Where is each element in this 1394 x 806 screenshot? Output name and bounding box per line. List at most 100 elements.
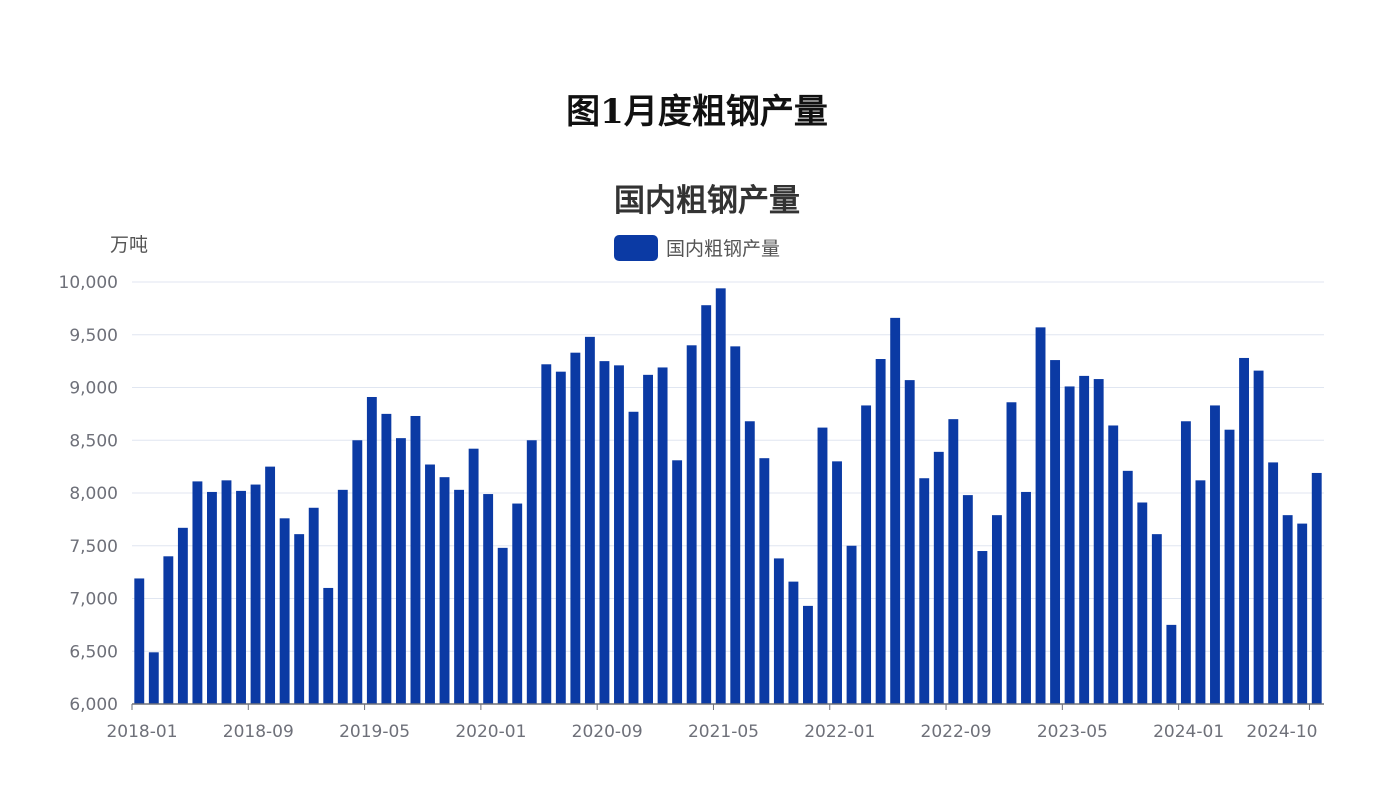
x-tick-label: 2021-05 [688, 722, 759, 742]
bar-2021-12[interactable] [817, 427, 828, 704]
bar-2018-12[interactable] [294, 534, 305, 704]
bar-2019-12[interactable] [468, 448, 479, 704]
x-tick-label: 2024-01 [1153, 722, 1224, 742]
bar-2022-11[interactable] [977, 551, 988, 704]
bar-2019-07[interactable] [395, 438, 406, 704]
bar-2024-06[interactable] [1253, 370, 1264, 704]
bar-2020-10[interactable] [614, 365, 624, 704]
x-tick-label: 2023-05 [1037, 722, 1108, 742]
bar-2019-03[interactable] [337, 489, 348, 704]
bar-2018-06[interactable] [207, 491, 217, 704]
bar-2023-10[interactable] [1137, 502, 1148, 704]
legend-label: 国内粗钢产量 [666, 238, 781, 260]
bar-2023-02[interactable] [1021, 491, 1031, 704]
legend[interactable]: 国内粗钢产量 [614, 234, 780, 261]
bar-2021-09[interactable] [773, 558, 784, 704]
bar-2024-05[interactable] [1239, 357, 1249, 704]
bar-2018-07[interactable] [221, 480, 232, 704]
bar-2020-11[interactable] [628, 411, 639, 704]
bar-2023-07[interactable] [1093, 379, 1104, 704]
bar-2020-05[interactable] [541, 364, 552, 704]
bar-2024-09[interactable] [1297, 523, 1308, 704]
x-tick-label: 2018-09 [223, 722, 294, 742]
bar-2024-03[interactable] [1210, 405, 1220, 704]
bar-2022-12[interactable] [991, 515, 1002, 704]
bar-2018-05[interactable] [192, 481, 203, 704]
bar-2021-07[interactable] [744, 421, 755, 704]
bar-2024-02[interactable] [1195, 480, 1206, 704]
y-tick-label: 8,500 [69, 431, 118, 451]
x-tick-label: 2018-01 [106, 722, 177, 742]
bar-2021-06[interactable] [730, 346, 741, 704]
figure-title: 图1月度粗钢产量 [566, 92, 828, 132]
y-tick-label: 8,000 [69, 484, 118, 504]
bar-2021-01[interactable] [657, 367, 668, 704]
bar-2019-02[interactable] [323, 587, 334, 704]
bar-2022-02[interactable] [846, 545, 857, 704]
bar-2019-05[interactable] [366, 396, 377, 704]
bar-2024-01[interactable] [1180, 421, 1191, 704]
bar-2020-06[interactable] [555, 371, 566, 704]
bar-2020-09[interactable] [599, 361, 610, 704]
bar-2018-11[interactable] [279, 518, 290, 704]
bar-2024-08[interactable] [1282, 515, 1293, 704]
bar-2023-05[interactable] [1064, 386, 1075, 704]
bar-2022-10[interactable] [962, 495, 973, 704]
bar-2019-04[interactable] [352, 440, 363, 704]
bar-2023-11[interactable] [1151, 534, 1162, 704]
y-tick-label: 6,000 [69, 695, 118, 715]
bar-2023-09[interactable] [1122, 470, 1133, 704]
bar-2021-10[interactable] [788, 581, 799, 704]
bar-2019-11[interactable] [454, 489, 465, 704]
bar-2020-08[interactable] [584, 336, 595, 704]
bar-2021-05[interactable] [715, 288, 726, 704]
bar-2021-04[interactable] [701, 305, 712, 704]
bar-2018-08[interactable] [236, 490, 246, 704]
bar-2022-08[interactable] [933, 451, 944, 704]
bar-2020-07[interactable] [570, 352, 581, 704]
bar-2021-03[interactable] [686, 345, 697, 704]
y-tick-label: 9,500 [69, 326, 118, 346]
bar-2021-08[interactable] [759, 458, 770, 704]
bar-2021-02[interactable] [672, 460, 683, 704]
bar-2019-10[interactable] [439, 477, 450, 704]
bar-2018-02[interactable] [148, 652, 159, 704]
bar-2024-07[interactable] [1268, 462, 1279, 704]
bar-2018-01[interactable] [134, 578, 145, 704]
bar-2018-04[interactable] [177, 527, 188, 704]
bar-2023-04[interactable] [1050, 360, 1061, 704]
x-tick-label: 2022-09 [921, 722, 992, 742]
bar-2022-01[interactable] [832, 461, 842, 704]
y-tick-label: 7,000 [69, 590, 118, 610]
bar-2019-09[interactable] [425, 464, 435, 704]
bar-2021-11[interactable] [803, 605, 813, 704]
bar-2023-03[interactable] [1035, 327, 1046, 704]
bar-2022-04[interactable] [875, 359, 886, 704]
bar-2022-05[interactable] [890, 317, 901, 704]
bar-2018-10[interactable] [265, 466, 276, 704]
bar-2018-09[interactable] [250, 484, 261, 704]
bar-2023-06[interactable] [1079, 375, 1090, 704]
bar-2023-12[interactable] [1166, 624, 1177, 704]
bar-2022-09[interactable] [948, 419, 959, 704]
bar-2023-01[interactable] [1006, 402, 1017, 704]
bar-2020-04[interactable] [526, 440, 537, 704]
bar-2023-08[interactable] [1108, 425, 1119, 704]
bar-2019-06[interactable] [381, 413, 392, 704]
bar-2024-10[interactable] [1311, 472, 1322, 704]
x-axis: 2018-01 2018-09 2019-05 2020-01 2020-09 2021-… [106, 703, 1324, 742]
bar-2020-02[interactable] [497, 547, 508, 704]
x-tick-label: 2020-01 [455, 722, 526, 742]
bar-2024-04[interactable] [1224, 429, 1235, 704]
bar-2020-01[interactable] [483, 494, 494, 704]
bar-2018-03[interactable] [163, 556, 174, 704]
bar-2022-06[interactable] [904, 380, 915, 704]
bar-2019-01[interactable] [308, 507, 319, 704]
bar-2022-03[interactable] [861, 405, 872, 704]
y-tick-label: 7,500 [69, 537, 118, 557]
y-tick-label: 9,000 [69, 379, 118, 399]
bar-2019-08[interactable] [410, 415, 421, 704]
bar-2020-12[interactable] [643, 374, 653, 704]
bar-2022-07[interactable] [919, 478, 930, 704]
bar-2020-03[interactable] [512, 503, 523, 704]
